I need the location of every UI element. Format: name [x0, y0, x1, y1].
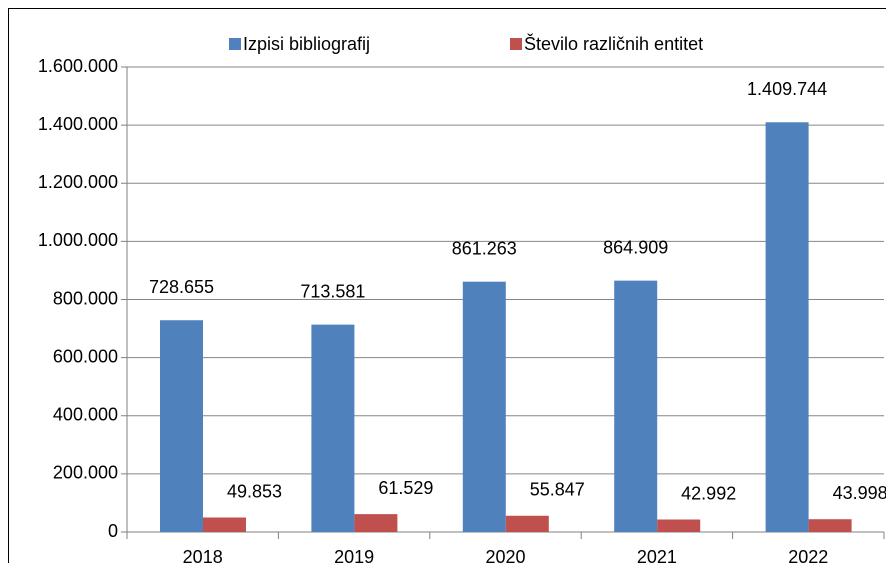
data-label: 861.263 — [452, 238, 517, 258]
legend-label: Izpisi bibliografij — [243, 34, 370, 54]
y-tick-label: 600.000 — [53, 346, 118, 366]
y-tick-label: 200.000 — [53, 463, 118, 483]
data-label: 49.853 — [227, 481, 282, 501]
bar — [311, 324, 355, 532]
legend-swatch — [510, 38, 522, 50]
data-label: 43.998 — [833, 483, 886, 503]
x-tick-label: 2018 — [183, 547, 223, 563]
y-tick-label: 1.000.000 — [38, 230, 118, 250]
x-tick-label: 2019 — [334, 547, 374, 563]
data-label: 55.847 — [530, 480, 585, 500]
bar — [505, 515, 549, 532]
bar — [354, 514, 398, 532]
chart-frame — [8, 8, 886, 563]
y-tick-label: 1.400.000 — [38, 114, 118, 134]
bar — [657, 519, 701, 532]
y-tick-label: 1.600.000 — [38, 56, 118, 76]
legend-swatch — [229, 38, 241, 50]
legend-label: Število različnih entitet — [524, 33, 703, 54]
bar — [203, 517, 246, 532]
y-tick-label: 400.000 — [53, 405, 118, 425]
y-tick-label: 800.000 — [53, 288, 118, 308]
y-tick-label: 0 — [108, 521, 118, 541]
x-tick-label: 2022 — [788, 547, 828, 563]
data-label: 728.655 — [149, 277, 214, 297]
bar — [160, 320, 203, 532]
bar — [614, 280, 658, 532]
data-label: 1.409.744 — [747, 79, 827, 99]
x-tick-label: 2020 — [485, 547, 525, 563]
data-label: 713.581 — [300, 281, 365, 301]
y-tick-label: 1.200.000 — [38, 172, 118, 192]
bar — [765, 122, 809, 532]
data-label: 61.529 — [378, 478, 433, 498]
bar — [808, 519, 852, 532]
x-tick-label: 2021 — [637, 547, 677, 563]
data-label: 42.992 — [681, 483, 736, 503]
data-label: 864.909 — [603, 237, 668, 257]
bar — [462, 281, 506, 532]
